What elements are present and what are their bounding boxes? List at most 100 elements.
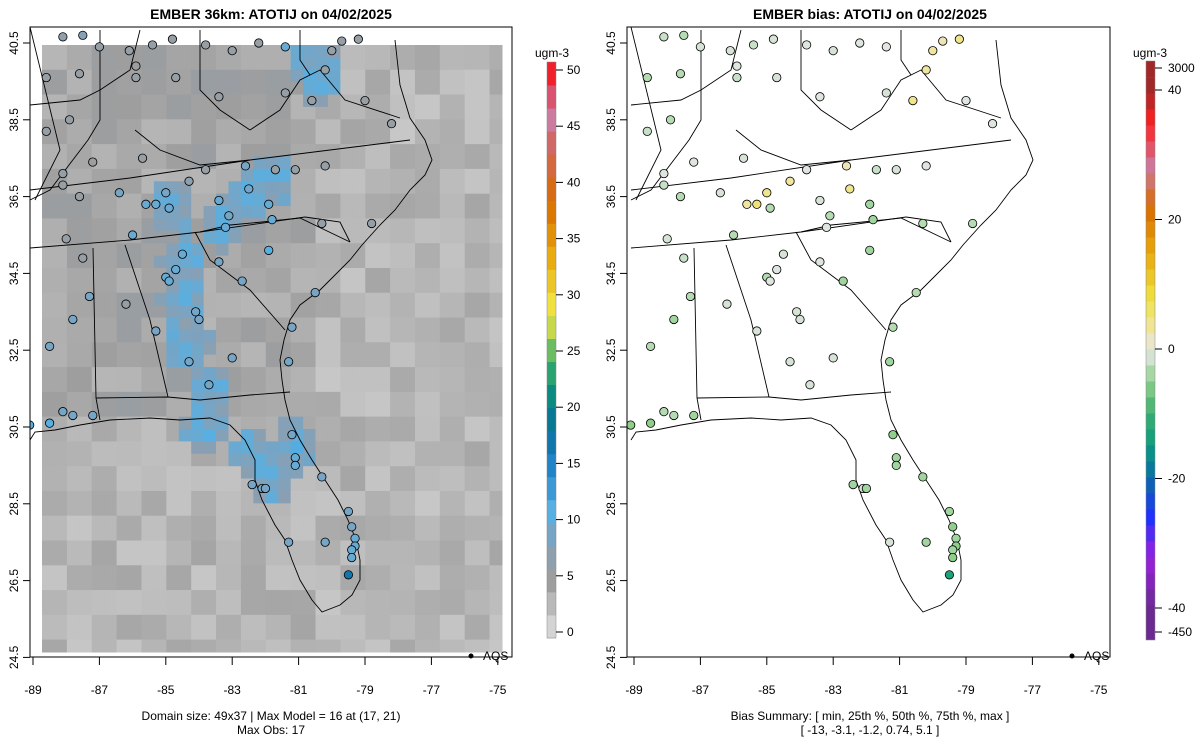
- grid-cell: [166, 577, 180, 591]
- grid-cell: [79, 367, 93, 380]
- grid-cell: [464, 552, 478, 566]
- grid-cell: [216, 367, 229, 380]
- grid-cell: [228, 243, 242, 257]
- station-marker: [287, 430, 297, 440]
- grid-cell: [191, 69, 205, 83]
- grid-cell: [477, 552, 491, 566]
- y-tick-label: 30.5: [604, 415, 618, 439]
- grid-cell: [104, 614, 118, 628]
- grid-cell: [427, 193, 441, 207]
- boundary-line: [630, 30, 702, 201]
- grid-cell: [166, 429, 180, 442]
- grid-cell: [303, 540, 317, 554]
- grid-cell: [303, 354, 317, 368]
- grid-cell: [477, 614, 491, 628]
- grid-cell: [116, 490, 130, 504]
- grid-cell: [352, 181, 366, 195]
- grid-cell: [377, 243, 391, 257]
- station-marker: [74, 192, 85, 202]
- grid-cell: [303, 627, 317, 641]
- grid-cell: [216, 45, 229, 58]
- grid-cell: [54, 267, 68, 281]
- grid-cell: [315, 503, 329, 517]
- grid-cell: [290, 540, 304, 554]
- grid-cell: [365, 45, 379, 58]
- colorbar-swatch: [547, 246, 556, 270]
- grid-cell: [477, 329, 491, 343]
- grid-cell: [104, 267, 118, 281]
- grid-cell: [439, 503, 453, 517]
- grid-cell: [153, 453, 167, 467]
- grid-cell: [42, 206, 55, 219]
- grid-cell: [253, 404, 267, 418]
- grid-cell: [240, 614, 254, 628]
- grid-cell: [377, 552, 391, 566]
- grid-cell: [66, 515, 80, 529]
- grid-cell: [327, 156, 341, 170]
- grid-cell: [377, 230, 391, 244]
- grid-cell: [66, 590, 80, 603]
- station-marker: [918, 218, 928, 229]
- grid-cell: [340, 478, 354, 492]
- grid-cell: [464, 119, 478, 133]
- grid-cell: [452, 280, 466, 294]
- grid-cell: [104, 280, 118, 294]
- grid-cell: [290, 45, 304, 58]
- grid-cell: [439, 305, 453, 319]
- grid-cell: [91, 144, 105, 157]
- grid-cell: [365, 329, 379, 343]
- grid-cell: [42, 144, 55, 157]
- grid-cell: [452, 119, 466, 133]
- grid-cell: [166, 540, 180, 554]
- grid-cell: [414, 552, 428, 566]
- grid-cell: [42, 565, 55, 579]
- grid-cell: [141, 404, 155, 418]
- grid-cell: [91, 490, 105, 504]
- grid-cell: [203, 243, 217, 257]
- grid-cell: [377, 168, 391, 182]
- grid-cell: [116, 367, 130, 380]
- grid-cell: [153, 305, 167, 319]
- grid-cell: [477, 515, 491, 529]
- station-marker: [88, 157, 98, 167]
- grid-cell: [129, 329, 142, 343]
- grid-cell: [427, 367, 441, 380]
- grid-cell: [278, 156, 292, 170]
- grid-cell: [414, 305, 428, 319]
- grid-cell: [390, 379, 404, 393]
- grid-cell: [489, 528, 503, 542]
- grid-cell: [278, 404, 292, 418]
- grid-cell: [265, 292, 279, 306]
- grid-cell: [390, 416, 404, 430]
- grid-cell: [427, 466, 441, 480]
- grid-cell: [79, 565, 93, 579]
- station-marker: [715, 188, 725, 198]
- grid-cell: [203, 627, 217, 641]
- grid-cell: [104, 342, 118, 356]
- bias-stations: [627, 30, 998, 580]
- grid-cell: [365, 367, 379, 380]
- grid-cell: [91, 466, 105, 480]
- grid-cell: [464, 292, 478, 306]
- grid-cell: [303, 490, 317, 504]
- grid-cell: [352, 490, 366, 504]
- grid-cell: [265, 280, 279, 294]
- station-marker: [659, 32, 669, 42]
- grid-cell: [352, 379, 366, 393]
- station-marker: [815, 92, 825, 102]
- grid-cell: [79, 490, 93, 504]
- grid-cell: [489, 590, 503, 603]
- grid-cell: [104, 354, 118, 368]
- grid-cell: [352, 391, 366, 405]
- grid-cell: [365, 503, 379, 517]
- grid-cell: [116, 82, 130, 96]
- grid-cell: [340, 57, 354, 71]
- grid-cell: [216, 317, 229, 331]
- grid-cell: [91, 255, 105, 269]
- station-marker: [367, 218, 377, 229]
- grid-cell: [327, 354, 341, 368]
- grid-cell: [327, 429, 341, 442]
- grid-cell: [216, 490, 229, 504]
- grid-cell: [340, 329, 354, 343]
- grid-cell: [54, 82, 68, 96]
